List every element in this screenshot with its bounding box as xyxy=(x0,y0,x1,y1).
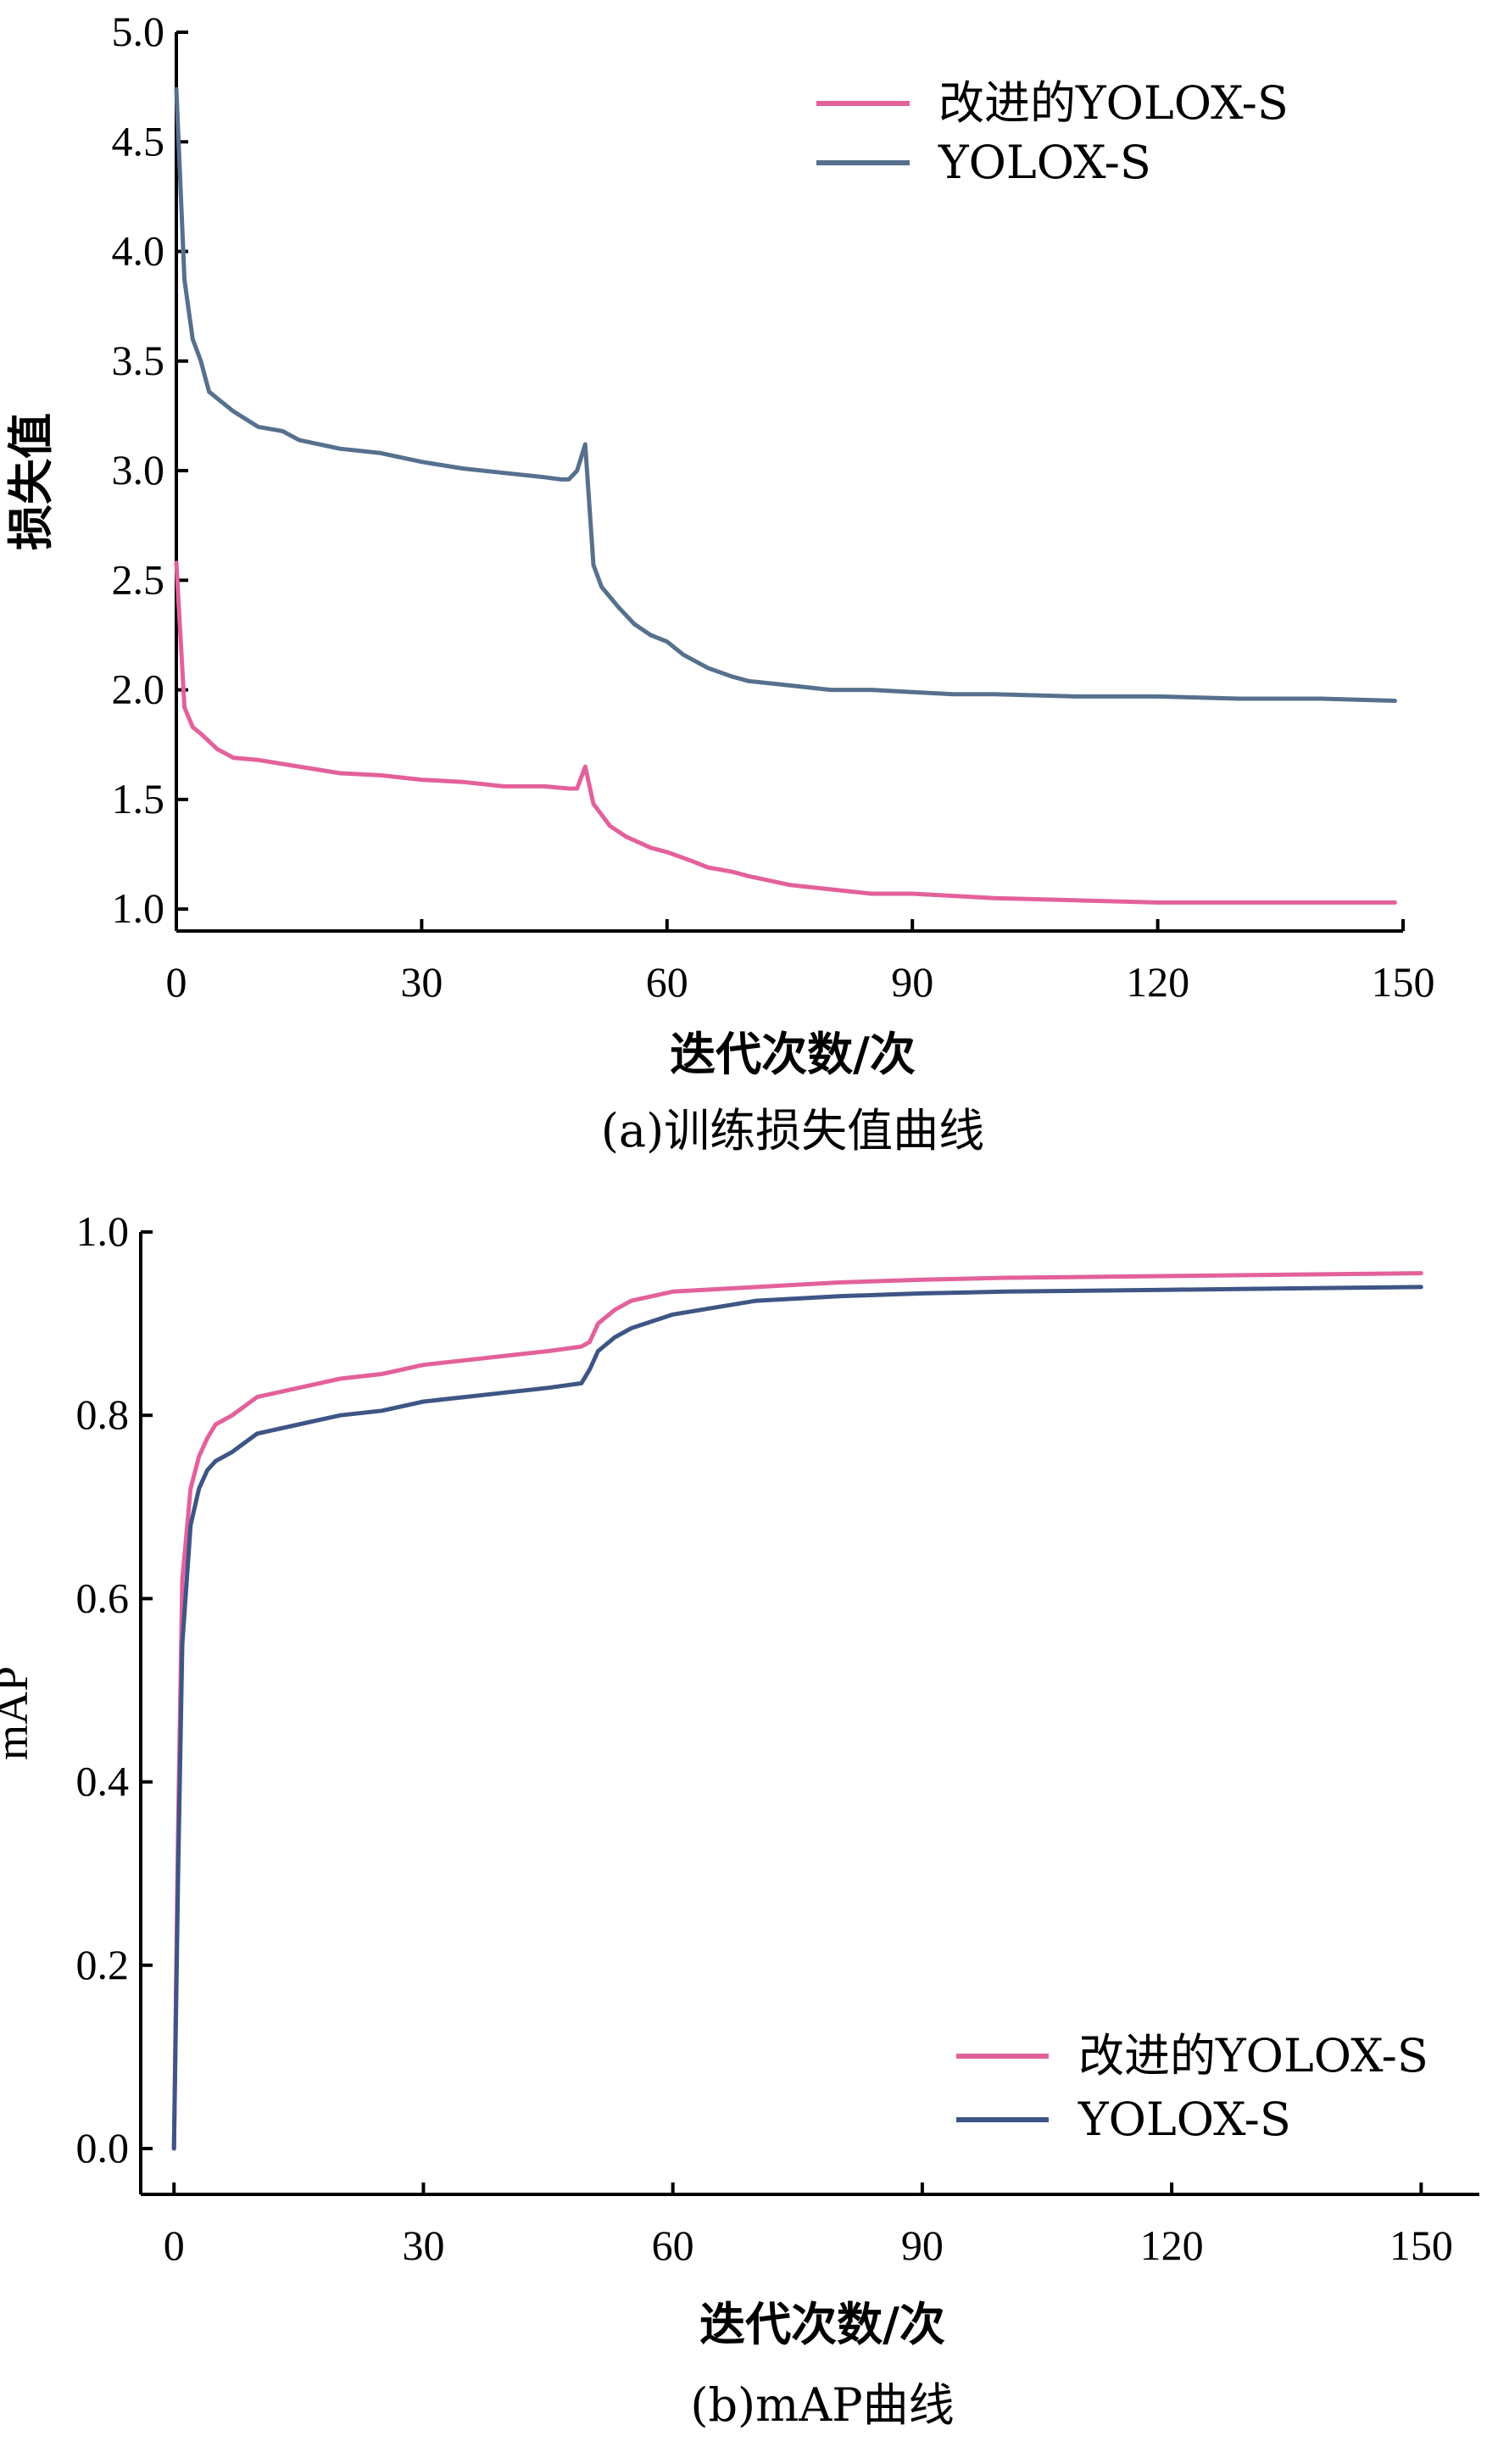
y-tick-label: 0.6 xyxy=(76,1574,130,1621)
x-tick-label: 60 xyxy=(652,2222,694,2269)
x-tick-label: 60 xyxy=(646,958,688,1006)
figure-caption: (b)mAP曲线 xyxy=(690,2378,954,2432)
series-line-yolox-s xyxy=(174,86,1397,703)
y-tick-label: 3.5 xyxy=(112,337,165,384)
y-tick-label: 1.5 xyxy=(112,775,165,822)
y-tick-label: 5.0 xyxy=(112,8,165,55)
x-axis-title: 迭代次数/次 xyxy=(670,1028,916,1081)
legend-label: 改进的YOLOX-S xyxy=(1078,2029,1428,2082)
chart-panel-loss: 1.0 1.5 2.0 2.5 3.0 3.5 4.0 4.5 5.0 0 30 60 90 120 150… xyxy=(4,8,1435,1157)
legend-label: YOLOX-S xyxy=(938,136,1151,189)
y-tick-label: 4.5 xyxy=(112,117,165,164)
chart-panel-map: 0.0 0.2 0.4 0.6 0.8 1.0 0 30 60 90 120 150 改进的YOLOX-… xyxy=(0,1207,1479,2432)
series-line-yolox-s xyxy=(171,1285,1423,2151)
legend-label: YOLOX-S xyxy=(1078,2093,1291,2146)
x-tick-label: 150 xyxy=(1372,958,1435,1006)
x-tick-label: 0 xyxy=(164,2222,185,2269)
figure-caption: (a)训练损失值曲线 xyxy=(601,1104,984,1157)
x-tick-label: 0 xyxy=(166,958,187,1006)
y-tick-label: 4.0 xyxy=(112,227,165,275)
y-tick-label: 0.8 xyxy=(76,1391,130,1438)
series-line-improved-yolox-s xyxy=(174,560,1397,905)
x-tick-label: 90 xyxy=(891,958,933,1006)
y-tick-label: 0.2 xyxy=(76,1941,130,1988)
y-axis-title: mAP xyxy=(0,1666,37,1760)
x-tick-label: 30 xyxy=(400,958,443,1006)
y-tick-label: 0.0 xyxy=(76,2124,130,2171)
y-tick-label: 3.0 xyxy=(112,446,165,493)
y-tick-label: 2.5 xyxy=(112,555,165,603)
y-axis-title: 损失值 xyxy=(4,413,58,550)
y-tick-label: 1.0 xyxy=(76,1207,130,1255)
y-tick-label: 0.4 xyxy=(76,1758,130,1805)
x-tick-label: 120 xyxy=(1140,2222,1204,2269)
y-tick-label: 2.0 xyxy=(112,666,165,713)
x-tick-label: 120 xyxy=(1126,958,1189,1006)
x-axis-title: 迭代次数/次 xyxy=(699,2298,945,2351)
x-tick-label: 90 xyxy=(901,2222,944,2269)
x-tick-label: 150 xyxy=(1389,2222,1453,2269)
legend-label: 改进的YOLOX-S xyxy=(938,76,1289,130)
x-tick-label: 30 xyxy=(402,2222,444,2269)
series-line-improved-yolox-s xyxy=(171,1271,1423,2151)
y-tick-label: 1.0 xyxy=(112,884,165,932)
